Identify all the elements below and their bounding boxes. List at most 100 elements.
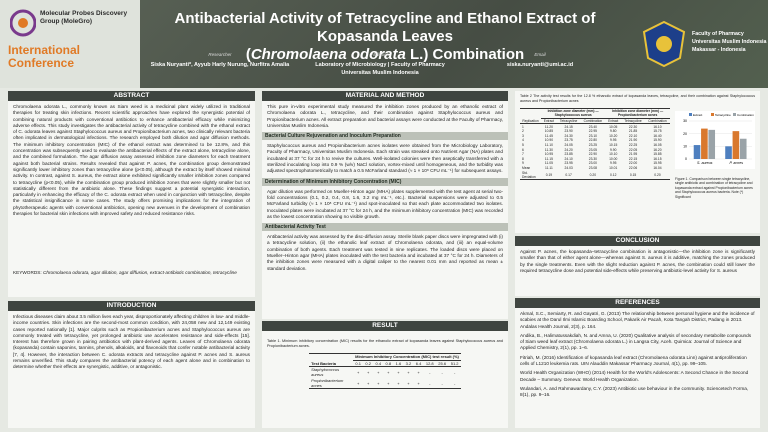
table-cell: Std. Deviation [522, 170, 536, 179]
panel: This pure in-vitro experimental study me… [262, 101, 508, 319]
table-cell: + [356, 369, 360, 375]
table-cell: 23.75 [564, 138, 573, 143]
logo-name: Molecular Probes Discovery Group (MoleGr… [40, 10, 128, 25]
table-cell: 10.10 [609, 152, 618, 157]
table-cell: 11.05 [544, 161, 553, 166]
table-cell: 21.85 [628, 129, 638, 134]
affiliation: Universitas Muslim Indonesia [341, 70, 419, 76]
table-row: 1 11.20 24.15 23.40 10.05 22.30 16.10 [520, 124, 670, 129]
table-row: 7 10.95 23.85 22.90 10.10 21.95 15.85 [520, 152, 670, 157]
table-cell: 23.08 [588, 166, 597, 171]
x-tick-label: S. aureus [697, 161, 713, 165]
table-row: 4 10.90 23.75 22.80 9.95 21.90 15.90 [520, 138, 670, 143]
table-cell: 11.20 [544, 124, 553, 129]
table-row: 9 11.05 23.95 23.00 9.95 22.00 15.95 [520, 161, 670, 166]
university-logo [642, 20, 686, 68]
table-caption: Table 2 The activity test results for th… [520, 94, 755, 103]
table-header: 1.6 [395, 360, 402, 366]
y-tick-label: 10 [683, 145, 687, 149]
section-heading: RESULT [262, 321, 508, 331]
legend-swatch [711, 113, 714, 116]
table-cell: 24.05 [564, 143, 573, 148]
table-cell: 10.00 [609, 156, 618, 161]
legend-swatch [733, 113, 736, 116]
affiliation: Laboratory of Microbiology | Faculty of … [315, 62, 445, 68]
table-cell: 24.15 [564, 124, 573, 129]
bar [725, 146, 732, 159]
table-cell: + [377, 380, 380, 386]
table-row: Propionibacterium acnes + + + + + + + - - - [309, 378, 461, 389]
legend-label: Extract [693, 113, 703, 117]
email: siska.nuryanti@umi.ac.id [506, 62, 574, 68]
table-cell: - [453, 369, 456, 375]
table-cell: 3 [522, 133, 524, 138]
table-cell: 10.05 [609, 124, 618, 129]
figure-chart: 0 10 20 30 S. aureus P. acnes Extract Tetracycl… [675, 111, 755, 169]
table-header: 12.8 [425, 360, 434, 366]
table-cell: 10.85 [544, 129, 554, 134]
meta-label: Researcher [208, 52, 232, 57]
table-cell: 22.10 [628, 133, 638, 138]
table-cell: 6 [522, 147, 524, 152]
y-tick-label: 0 [685, 157, 687, 161]
table-header: Extract [543, 119, 555, 124]
table-cell: 11.15 [544, 156, 553, 161]
reference: Andika, B., Halimatussakdiah, N. and Amn… [520, 332, 752, 351]
activity-table: Inhibition zone diameter (mm) — Staphylo… [520, 108, 670, 180]
title-part: L.) Combination [405, 46, 525, 63]
meta-label: Affiliation [370, 52, 390, 57]
table-cell: - [429, 369, 431, 375]
table-cell: 22.30 [628, 124, 638, 129]
table-cell: 21.90 [628, 138, 638, 143]
table-cell: + [417, 380, 420, 386]
bar [708, 129, 716, 159]
table-header [520, 109, 541, 119]
y-tick-label: 30 [683, 119, 687, 123]
faculty-line: Faculty of Pharmacy [692, 31, 744, 37]
table-header: Tetracycline [559, 119, 578, 124]
title-line: (Chromolaena odorata L.) Combination [145, 46, 625, 64]
table-cell: 10.90 [544, 138, 554, 143]
table-cell: + [397, 380, 400, 386]
table-header: Minimum Inhibitory Concentration (MIC) t… [353, 353, 461, 361]
table-cell: 23.95 [564, 161, 573, 166]
table-cell: 22.90 [588, 152, 597, 157]
table-cell: + [397, 369, 400, 375]
panel: Akmal, S.C., Semiarty, R. and Gayatri, G… [515, 308, 760, 428]
bar [701, 128, 708, 159]
subsection-text: Staphylococcus aureus and Propionibacter… [267, 143, 503, 174]
table-cell: 10.01 [609, 166, 618, 171]
table-cell: 15.95 [653, 161, 662, 166]
table-row: 2 10.85 23.90 22.95 9.80 21.85 15.75 [520, 129, 670, 134]
table-cell: 22.05 [628, 147, 638, 152]
table-row: Minimum Inhibitory Concentration (MIC) t… [309, 353, 461, 361]
introduction-text: Infectious diseases claim about 3.5 mill… [13, 314, 250, 370]
table-cell: 24.10 [564, 156, 573, 161]
table-cell: 9.90 [610, 147, 617, 152]
table-row: 8 11.15 24.10 23.30 10.00 22.15 16.15 [520, 157, 670, 162]
table-cell: 11.11 [545, 166, 553, 171]
table-cell: 22.25 [628, 143, 638, 148]
table-cell: Mean [522, 166, 531, 171]
table-header [309, 354, 353, 361]
table-cell: + [377, 369, 380, 375]
legend-swatch [689, 113, 692, 116]
table-row: Replication Extract Tetracycline Combinatio… [520, 118, 670, 124]
table-cell: 22.00 [628, 161, 638, 166]
table-cell: 22.15 [628, 156, 638, 161]
panel: Table 1. Minimum inhibitory concentratio… [262, 331, 508, 428]
table-header: 51.2 [450, 360, 459, 366]
table-cell: 10.15 [609, 143, 618, 148]
table-cell: 0.19 [545, 172, 553, 177]
table-row: Mean 11.11 24.03 23.08 10.01 22.06 16.04 [520, 166, 670, 171]
table-cell: 0.20 [589, 172, 597, 177]
table-header: 0.2 [365, 360, 371, 366]
keywords-text: Chromolaena odorata, agar dilution, agar… [42, 270, 237, 275]
table-cell: 16.20 [653, 147, 662, 152]
table-cell: 8 [522, 156, 524, 161]
table-cell: 24.03 [564, 166, 573, 171]
table-header: 0.8 [385, 360, 392, 366]
table-header: Inhibition zone diameter (mm) — Staphylo… [541, 108, 606, 119]
table-cell: 16.04 [653, 166, 662, 171]
table-cell: 23.05 [588, 147, 597, 152]
